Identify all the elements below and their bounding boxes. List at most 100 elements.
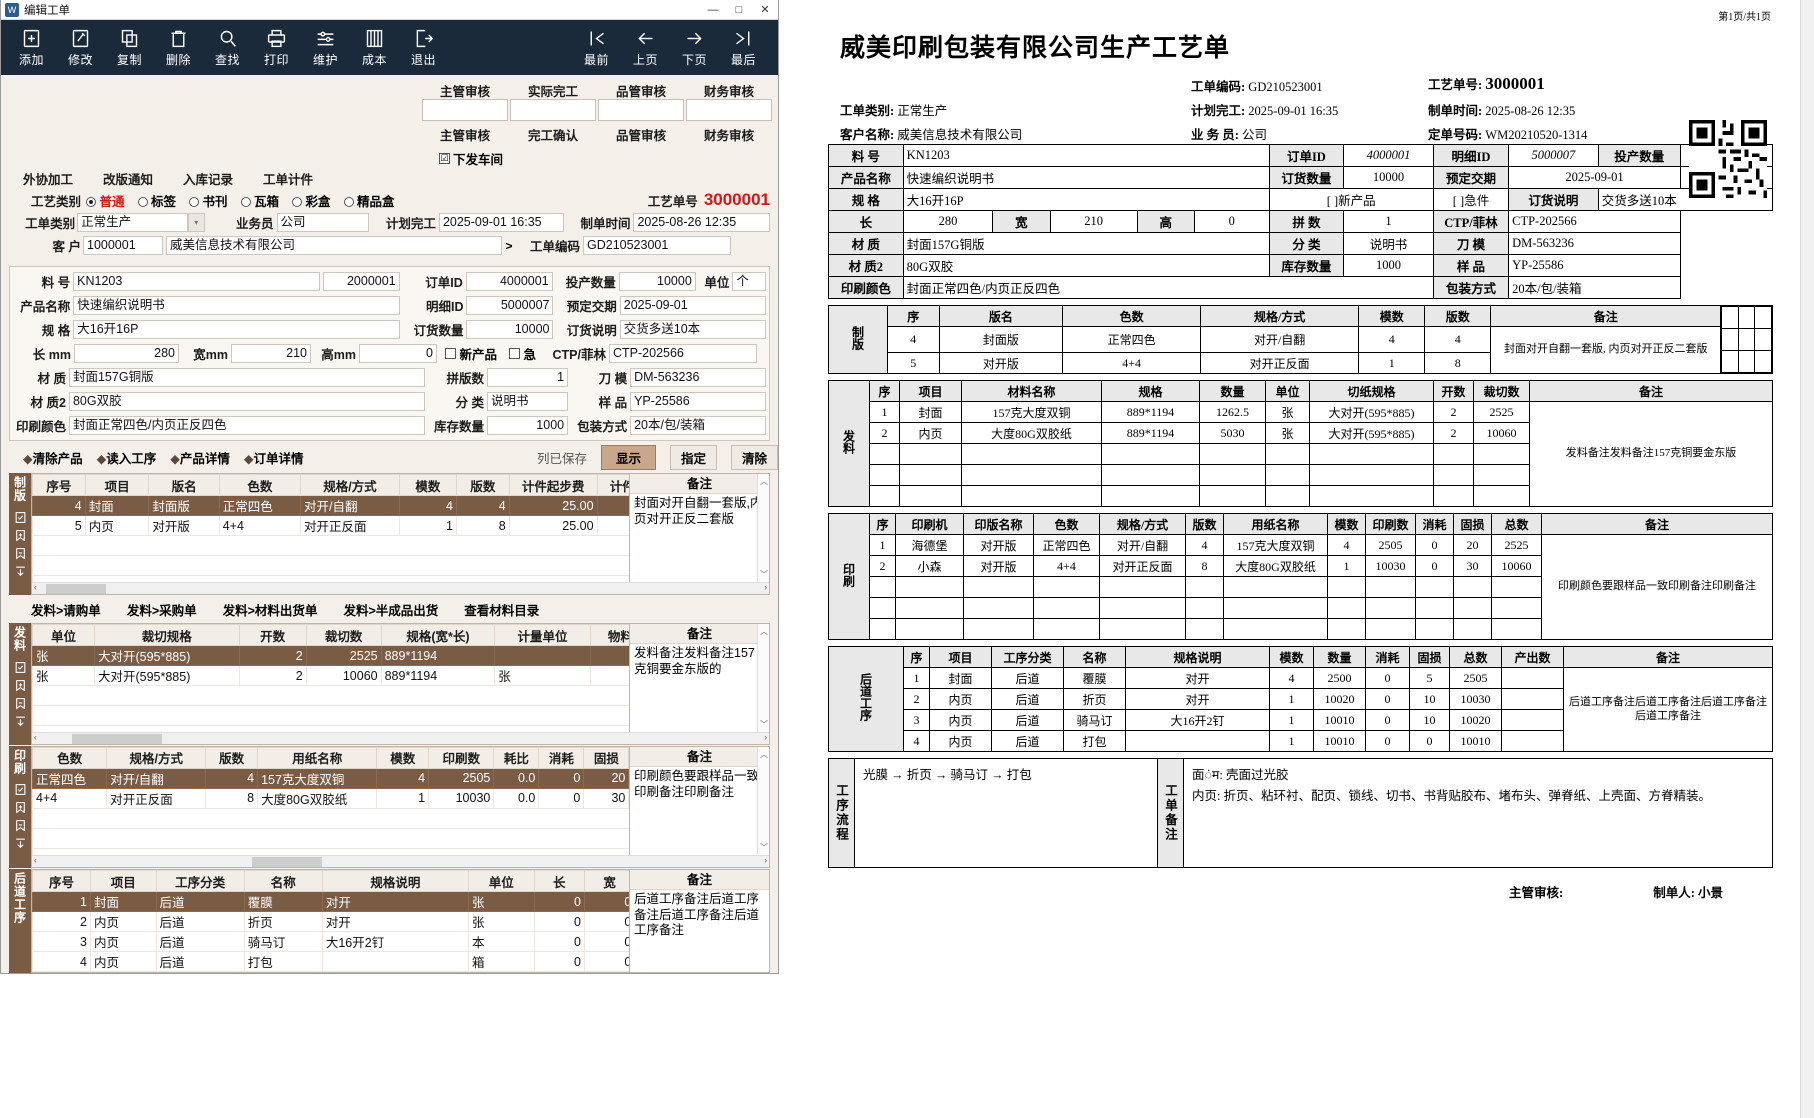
toolbar-exit-button[interactable]: 退出 xyxy=(399,21,448,74)
toolbar-copy-button[interactable]: 复制 xyxy=(105,21,154,74)
remove-row-icon[interactable] xyxy=(12,545,28,561)
customer-name-input[interactable]: 威美信息技术有限公司 xyxy=(166,236,502,255)
toolbar-prev-button[interactable]: 上页 xyxy=(621,21,670,74)
radio-craft-caihe[interactable]: 彩盒 xyxy=(292,191,331,210)
toolbar-edit-button[interactable]: 修改 xyxy=(56,21,105,74)
move-down-icon[interactable] xyxy=(12,713,28,729)
hgt-input[interactable]: 0 xyxy=(359,344,437,363)
print-grid[interactable]: 色数 规格/方式 版数 用纸名称 模数 印刷数 耗比 消耗 固损 总数 计件起步… xyxy=(31,745,770,868)
add-row-icon[interactable] xyxy=(12,677,28,693)
mat1-input[interactable]: 封面157G铜版 xyxy=(68,368,426,387)
link-read-process[interactable]: ◆读入工序 xyxy=(96,452,157,466)
radio-craft-waxiang[interactable]: 瓦箱 xyxy=(240,191,279,210)
len-input[interactable]: 280 xyxy=(74,344,179,363)
radio-craft-putong[interactable]: 普通 xyxy=(86,191,125,210)
link-feed-requisition[interactable]: 发料>请购单 xyxy=(31,604,101,618)
move-down-icon[interactable] xyxy=(12,836,28,852)
plan-finish-input[interactable]: 2025-09-01 16:35 xyxy=(438,213,564,232)
customer-code-input[interactable]: 1000001 xyxy=(83,236,163,255)
order-qty-input[interactable]: 10000 xyxy=(466,320,554,339)
pack-input[interactable]: 20本/包/装箱 xyxy=(630,416,766,435)
link-feed-material-ship[interactable]: 发料>材料出货单 xyxy=(222,604,318,618)
tab-revision-notice[interactable]: 改版通知 xyxy=(103,173,154,187)
mat2-input[interactable]: 80G双胶 xyxy=(68,392,426,411)
radio-craft-shukan[interactable]: 书刊 xyxy=(189,191,228,210)
select-all-icon[interactable] xyxy=(12,782,28,798)
add-row-icon[interactable] xyxy=(12,800,28,816)
toolbar-delete-button[interactable]: 删除 xyxy=(154,21,203,74)
salesman-input[interactable]: 公司 xyxy=(276,213,370,232)
order-type-dropdown-icon[interactable]: ▾ xyxy=(187,213,205,232)
plate-grid[interactable]: 序号 项目 版名 色数 规格/方式 模数 版数 计件起步费 计件起步数 计件单价… xyxy=(31,473,770,595)
link-product-detail[interactable]: ◆产品详情 xyxy=(170,452,230,466)
work-code-input[interactable]: GD210523001 xyxy=(583,236,731,255)
link-order-detail[interactable]: ◆订单详情 xyxy=(243,452,304,466)
assign-button[interactable]: 指定 xyxy=(669,445,717,470)
select-all-icon[interactable] xyxy=(12,509,28,525)
toolbar-first-button[interactable]: 最前 xyxy=(572,21,621,74)
radio-craft-biaoqian[interactable]: 标签 xyxy=(137,191,176,210)
spec-input[interactable]: 大16开16P xyxy=(73,320,401,339)
link-view-material-catalog[interactable]: 查看材料目录 xyxy=(464,604,540,618)
link-feed-semi-ship[interactable]: 发料>半成品出货 xyxy=(343,604,439,618)
approval-input-qc[interactable] xyxy=(598,99,684,121)
post-grid[interactable]: 序号 项目 工序分类 名称 规格说明 单位 长 宽 模数 数量 1 封面 xyxy=(31,869,770,973)
approval-input-finance[interactable] xyxy=(686,99,772,121)
table-row[interactable]: 4+4 对开正反面 8 大度80G双胶纸 1 10030 0.0 0 30 10… xyxy=(32,787,769,809)
ctp-input[interactable]: CTP-202566 xyxy=(609,344,757,363)
customer-expand-icon[interactable]: > xyxy=(505,238,513,253)
feed-horizontal-scrollbar[interactable]: ‹ › xyxy=(32,732,769,744)
tab-warehouse-record[interactable]: 入库记录 xyxy=(183,173,234,187)
show-button[interactable]: 显示 xyxy=(600,445,656,470)
approval-input-supervisor[interactable] xyxy=(422,99,508,121)
clear-button[interactable]: 清除 xyxy=(730,445,778,470)
order-note-input[interactable]: 交货多送10本 xyxy=(619,320,766,339)
table-row[interactable]: 4 内页 后道 打包 箱 0 0 1 10000 xyxy=(32,951,769,972)
product-input[interactable]: 快速编织说明书 xyxy=(73,296,401,315)
order-id-input[interactable]: 4000001 xyxy=(465,272,553,291)
color-input[interactable]: 封面正常四色/内页正反四色 xyxy=(68,416,426,435)
order-type-input[interactable]: 正常生产 xyxy=(77,213,188,232)
move-down-icon[interactable] xyxy=(12,563,28,579)
detail-id-input[interactable]: 5000007 xyxy=(466,296,554,315)
tab-outsourcing[interactable]: 外协加工 xyxy=(23,173,74,187)
sample-input[interactable]: YP-25586 xyxy=(630,392,766,411)
knife-input[interactable]: DM-563236 xyxy=(630,368,766,387)
wid-input[interactable]: 210 xyxy=(231,344,311,363)
feed-grid[interactable]: 单位 裁切规格 开数 裁切数 规格(宽*长) 计量单位 物料来源 物料类别 张 … xyxy=(31,623,770,745)
close-button[interactable]: ✕ xyxy=(760,4,770,16)
class-input[interactable]: 说明书 xyxy=(487,392,569,411)
dispatch-to-workshop-checkbox[interactable]: ☑ 下发车间 xyxy=(439,149,503,168)
remove-row-icon[interactable] xyxy=(12,695,28,711)
toolbar-print-button[interactable]: 打印 xyxy=(252,21,301,74)
print-vertical-scrollbar[interactable]: ︿ ﹀ xyxy=(757,746,769,867)
link-clear-product[interactable]: ◆清除产品 xyxy=(23,452,83,466)
radio-craft-jingpinhe[interactable]: 精品盒 xyxy=(343,191,395,210)
urgent-checkbox[interactable]: 急 xyxy=(509,344,536,363)
deliver-input[interactable]: 2025-09-01 xyxy=(619,296,766,315)
toolbar-next-button[interactable]: 下页 xyxy=(670,21,719,74)
add-row-icon[interactable] xyxy=(12,527,28,543)
tab-piecework[interactable]: 工单计件 xyxy=(263,173,314,187)
plate-horizontal-scrollbar[interactable]: ‹ › xyxy=(32,582,769,594)
new-product-checkbox[interactable]: 新产品 xyxy=(445,344,497,363)
toolbar-last-button[interactable]: 最后 xyxy=(719,21,768,74)
link-feed-purchase[interactable]: 发料>采购单 xyxy=(126,604,197,618)
mat-id-input[interactable]: 2000001 xyxy=(322,272,400,291)
stock-input[interactable]: 1000 xyxy=(487,416,569,435)
feed-vertical-scrollbar[interactable]: ︿ ﹀ xyxy=(757,624,769,744)
preview-scrollbar[interactable] xyxy=(1800,0,1814,1118)
toolbar-cost-button[interactable]: 成本 xyxy=(350,21,399,74)
toolbar-search-button[interactable]: 查找 xyxy=(203,21,252,74)
maximize-button[interactable]: □ xyxy=(735,3,743,16)
produce-qty-input[interactable]: 10000 xyxy=(618,272,696,291)
plate-vertical-scrollbar[interactable]: ︿ ﹀ xyxy=(757,474,769,594)
approval-input-actual-finish[interactable] xyxy=(510,99,596,121)
toolbar-add-button[interactable]: 添加 xyxy=(7,21,56,74)
unit-input[interactable]: 个 xyxy=(732,272,766,291)
select-all-icon[interactable] xyxy=(12,659,28,675)
minimize-button[interactable]: — xyxy=(707,3,719,16)
toolbar-maintain-button[interactable]: 维护 xyxy=(301,21,350,74)
make-time-input[interactable]: 2025-08-26 12:35 xyxy=(633,213,770,232)
imposition-input[interactable]: 1 xyxy=(487,368,569,387)
